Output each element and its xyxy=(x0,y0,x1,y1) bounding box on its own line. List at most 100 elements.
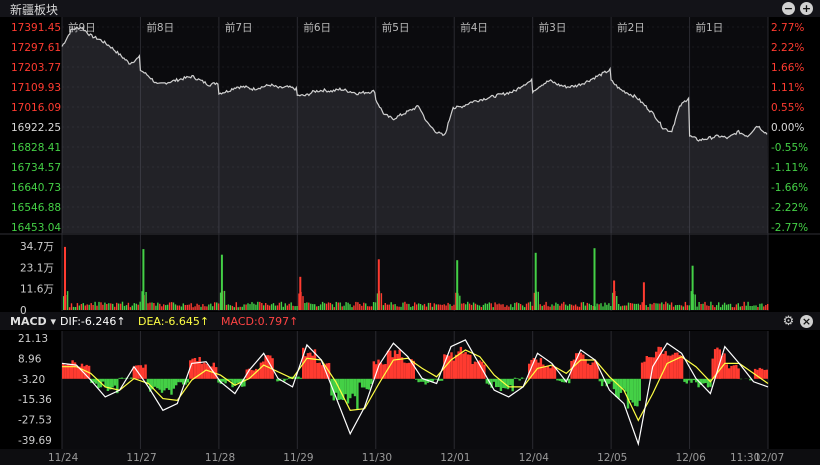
volume-bar xyxy=(521,305,524,310)
macd-value: MACD:0.797↑ xyxy=(221,315,299,328)
volume-bar xyxy=(688,305,690,310)
macd-bar xyxy=(210,366,213,379)
volume-bar xyxy=(659,303,661,310)
macd-bar xyxy=(546,365,550,379)
volume-bar xyxy=(631,303,634,310)
volume-bar xyxy=(572,305,575,310)
volume-bar xyxy=(63,296,65,310)
macd-bar xyxy=(711,358,714,379)
macd-bar xyxy=(170,378,173,395)
macd-bar xyxy=(638,378,641,401)
price-tick-label: 16922.25 xyxy=(11,122,61,134)
macd-bar xyxy=(579,352,583,379)
macd-bar xyxy=(697,378,700,388)
macd-bar xyxy=(605,378,608,387)
volume-bar xyxy=(533,292,536,310)
macd-bar xyxy=(106,378,110,391)
macd-bar xyxy=(513,377,517,379)
volume-bar xyxy=(545,301,547,310)
volume-bar xyxy=(82,303,84,310)
volume-bar xyxy=(492,307,494,310)
volume-bar xyxy=(363,302,365,310)
volume-bar xyxy=(339,302,341,310)
volume-bar xyxy=(408,303,410,310)
volume-bar xyxy=(337,302,339,310)
macd-bar xyxy=(431,378,434,382)
volume-bar xyxy=(741,306,743,310)
macd-bar xyxy=(537,362,540,379)
volume-bar xyxy=(261,303,263,310)
volume-bar xyxy=(500,304,502,310)
volume-bar xyxy=(700,304,702,310)
volume-bar xyxy=(512,307,514,310)
volume-bar xyxy=(627,302,630,310)
macd-bar xyxy=(73,362,77,379)
volume-bar xyxy=(653,302,655,310)
volume-bar xyxy=(606,304,608,310)
macd-bar xyxy=(191,358,194,379)
volume-bar xyxy=(229,305,232,310)
volume-bar xyxy=(249,304,251,310)
macd-bar xyxy=(429,378,432,382)
volume-bar xyxy=(237,307,239,310)
volume-bar xyxy=(317,306,320,310)
macd-bar xyxy=(551,366,554,379)
price-tick-label: 17203.77 xyxy=(11,62,61,74)
pct-tick-label: -1.11% xyxy=(771,162,808,174)
volume-bar xyxy=(233,307,235,310)
macd-bar xyxy=(626,378,630,409)
volume-bar xyxy=(114,306,116,310)
volume-bar xyxy=(649,303,651,310)
volume-bar xyxy=(80,304,83,310)
volume-bar xyxy=(449,304,451,310)
plus-circle-icon[interactable]: + xyxy=(800,2,813,15)
volume-bar xyxy=(398,306,400,310)
volume-bar xyxy=(612,292,614,310)
volume-bar xyxy=(549,306,551,310)
volume-bar xyxy=(657,303,659,310)
volume-bar xyxy=(367,306,369,310)
volume-bar xyxy=(472,302,475,310)
macd-bar xyxy=(104,378,107,388)
macd-bar xyxy=(123,378,126,379)
volume-bar xyxy=(714,307,716,310)
gear-icon[interactable]: ⚙ xyxy=(782,314,795,329)
close-icon[interactable]: × xyxy=(800,315,813,328)
macd-bar xyxy=(511,378,514,392)
macd-bar xyxy=(615,378,618,397)
volume-bar xyxy=(365,303,367,310)
volume-bar xyxy=(210,303,212,310)
macd-bar xyxy=(349,378,352,399)
volume-bar xyxy=(198,304,200,310)
volume-bar xyxy=(600,303,602,310)
macd-bar xyxy=(76,367,79,379)
volume-bar xyxy=(672,306,675,310)
volume-bar xyxy=(276,305,279,310)
volume-bar xyxy=(396,306,398,310)
volume-bar xyxy=(423,303,426,310)
macd-bar xyxy=(71,360,74,379)
volume-bar xyxy=(253,303,255,310)
price-tick-label: 17109.93 xyxy=(11,82,61,94)
macd-bar xyxy=(455,354,458,379)
macd-indicator-selector[interactable]: MACD ▾ xyxy=(10,315,57,328)
macd-bar xyxy=(575,353,578,379)
volume-bar xyxy=(586,302,588,310)
volume-bar xyxy=(312,304,314,310)
macd-bar xyxy=(313,349,317,379)
volume-bar xyxy=(92,305,94,310)
macd-bar xyxy=(706,378,710,388)
dea-value: DEA:-6.645↑ xyxy=(138,315,210,328)
pct-tick-label: 0.55% xyxy=(771,102,804,114)
volume-tick-label: 0 xyxy=(20,305,27,317)
macd-bar xyxy=(509,378,512,386)
minus-circle-icon[interactable]: − xyxy=(782,2,795,15)
volume-bar xyxy=(88,304,90,310)
macd-bar xyxy=(139,365,143,379)
macd-bar xyxy=(337,378,340,400)
volume-bar xyxy=(759,303,761,310)
macd-bar xyxy=(542,364,545,379)
macd-bar xyxy=(151,378,154,390)
day-label: 前8日 xyxy=(146,21,174,34)
volume-bar xyxy=(570,304,573,310)
